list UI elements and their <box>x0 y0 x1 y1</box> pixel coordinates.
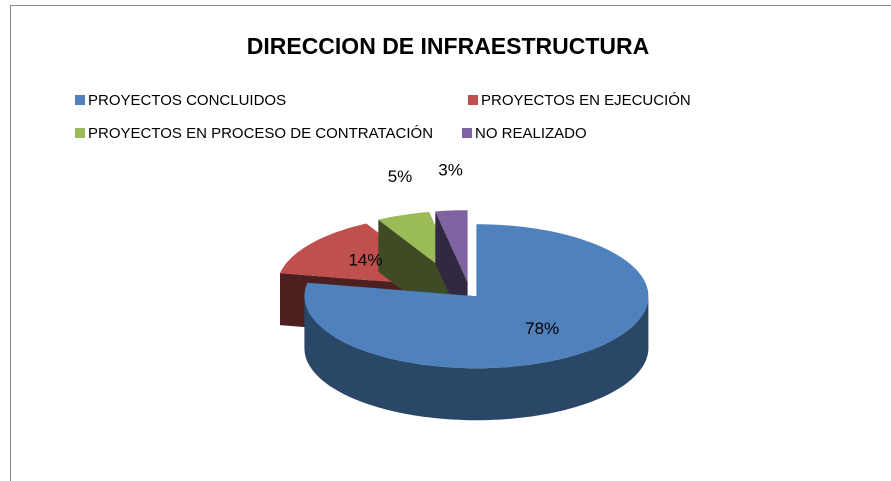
legend-label: PROYECTOS CONCLUIDOS <box>88 92 286 109</box>
data-label: 14% <box>348 251 382 270</box>
legend-swatch <box>75 128 85 138</box>
data-label: 3% <box>438 161 463 180</box>
slice-side <box>304 296 649 421</box>
legend-swatch <box>468 95 478 105</box>
legend-label: PROYECTOS EN EJECUCIÓN <box>481 92 691 109</box>
legend-swatch <box>75 95 85 105</box>
legend-swatch <box>462 128 472 138</box>
pie-slice <box>304 224 649 369</box>
chart-title: DIRECCION DE INFRAESTRUCTURA <box>247 33 650 59</box>
pie-slice <box>435 210 468 283</box>
legend-label: NO REALIZADO <box>475 125 587 142</box>
data-label: 78% <box>525 319 559 338</box>
data-label: 5% <box>388 167 413 186</box>
legend-label: PROYECTOS EN PROCESO DE CONTRATACIÓN <box>88 125 433 142</box>
slice <box>304 224 649 421</box>
